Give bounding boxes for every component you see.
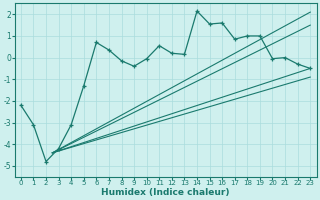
X-axis label: Humidex (Indice chaleur): Humidex (Indice chaleur) [101, 188, 230, 197]
